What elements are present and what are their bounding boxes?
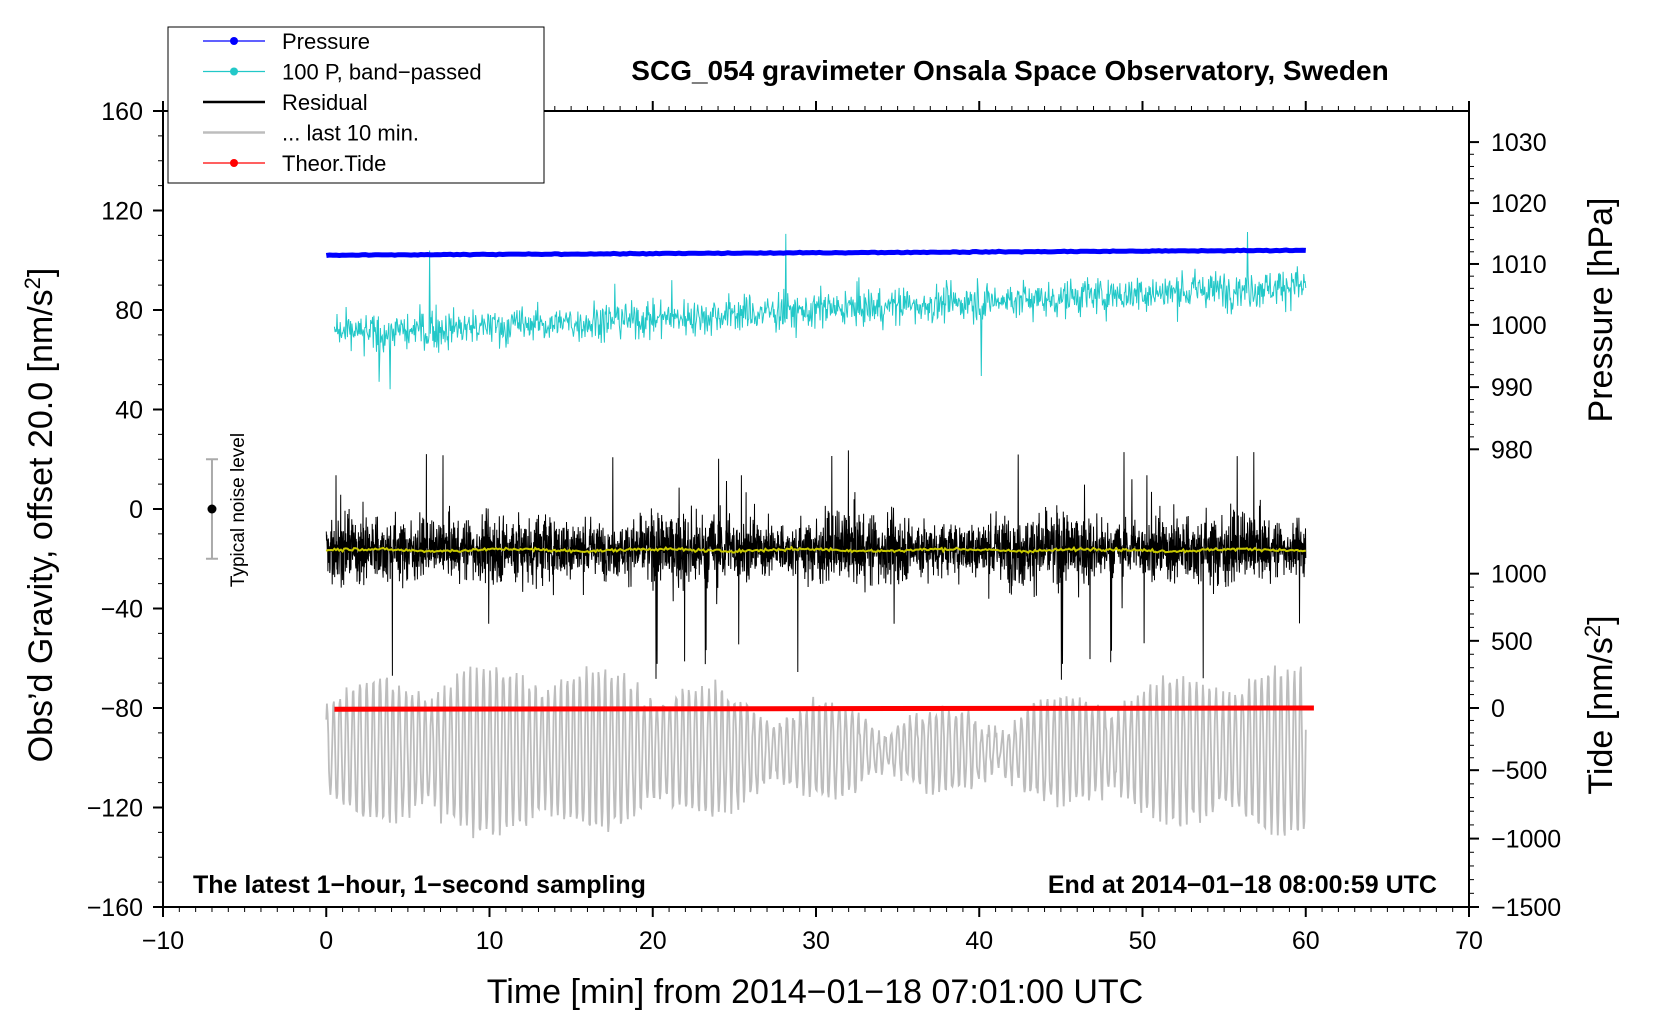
tide-tick-label: 500 bbox=[1491, 628, 1533, 656]
y-axis-title-pressure: Pressure [hPa] bbox=[1582, 198, 1620, 423]
legend-label: Residual bbox=[282, 90, 368, 115]
noise-center-dot bbox=[207, 504, 217, 514]
legend-marker bbox=[230, 37, 238, 45]
x-tick-label: 20 bbox=[639, 927, 667, 955]
annotation-end-time: End at 2014−01−18 08:00:59 UTC bbox=[1048, 871, 1437, 899]
y-tick-label: −160 bbox=[87, 894, 143, 922]
y-tick-label: 0 bbox=[129, 496, 143, 524]
x-tick-label: −10 bbox=[142, 927, 184, 955]
tide-tick-label: 1000 bbox=[1491, 561, 1547, 589]
pressure-tick-label: 1000 bbox=[1491, 312, 1547, 340]
x-tick-label: 40 bbox=[965, 927, 993, 955]
series-pressure bbox=[325, 247, 1306, 259]
legend-label: 100 P, band−passed bbox=[282, 60, 482, 85]
y-axis-title-main: Obs’d Gravity, offset 20.0 [nm/s2] bbox=[20, 268, 60, 763]
pressure-tick-label: 980 bbox=[1491, 436, 1533, 464]
tide-tick-label: −500 bbox=[1491, 757, 1547, 785]
legend-marker bbox=[230, 159, 238, 167]
x-tick-label: 10 bbox=[476, 927, 504, 955]
series-residual bbox=[325, 450, 1307, 680]
axes-layer: −10 0 10 20 30 40 50 60 70−160−120−80−4004080120… bbox=[87, 98, 1562, 955]
legend: Pressure 100 P, band−passed Residual ... la… bbox=[167, 26, 545, 184]
pressure-tick-label: 1020 bbox=[1491, 190, 1547, 218]
y-tick-label: −120 bbox=[87, 795, 143, 823]
tide-tick-label: −1000 bbox=[1491, 826, 1561, 854]
legend-box bbox=[167, 26, 545, 184]
annotation-sampling: The latest 1−hour, 1−second sampling bbox=[193, 871, 646, 899]
y-tick-label: 80 bbox=[115, 297, 143, 325]
y-tick-label: 160 bbox=[101, 98, 143, 126]
pressure-tick-label: 1010 bbox=[1491, 251, 1547, 279]
y-tick-label: 120 bbox=[101, 198, 143, 226]
tide-tick-label: 0 bbox=[1491, 695, 1505, 723]
x-tick-label: 60 bbox=[1292, 927, 1320, 955]
series-layer bbox=[325, 231, 1314, 839]
series-residual-smoothed bbox=[325, 545, 1306, 555]
chart-title: SCG_054 gravimeter Onsala Space Observat… bbox=[631, 55, 1388, 86]
series-last-10-min bbox=[325, 665, 1307, 839]
x-axis-title: Time [min] from 2014−01−18 07:01:00 UTC bbox=[487, 973, 1143, 1011]
legend-label: Theor.Tide bbox=[282, 151, 386, 176]
y-tick-label: 40 bbox=[115, 397, 143, 425]
pressure-tick-label: 1030 bbox=[1491, 129, 1547, 157]
noise-level-label: Typical noise level bbox=[228, 433, 249, 587]
x-tick-label: 0 bbox=[319, 927, 333, 955]
tide-tick-label: −1500 bbox=[1491, 894, 1561, 922]
series-theor-tide bbox=[334, 705, 1314, 712]
y-tick-label: −80 bbox=[101, 695, 143, 723]
x-tick-label: 70 bbox=[1455, 927, 1483, 955]
legend-label: ... last 10 min. bbox=[282, 121, 419, 146]
pressure-tick-label: 990 bbox=[1491, 374, 1533, 402]
series-band-passed bbox=[333, 231, 1307, 390]
x-tick-label: 30 bbox=[802, 927, 830, 955]
y-axis-title-tide: Tide [nm/s2] bbox=[1580, 615, 1620, 794]
y-tick-label: −40 bbox=[101, 596, 143, 624]
legend-label: Pressure bbox=[282, 29, 370, 54]
noise-level-indicator: Typical noise level bbox=[205, 433, 249, 587]
legend-marker bbox=[230, 67, 238, 76]
x-tick-label: 50 bbox=[1129, 927, 1157, 955]
